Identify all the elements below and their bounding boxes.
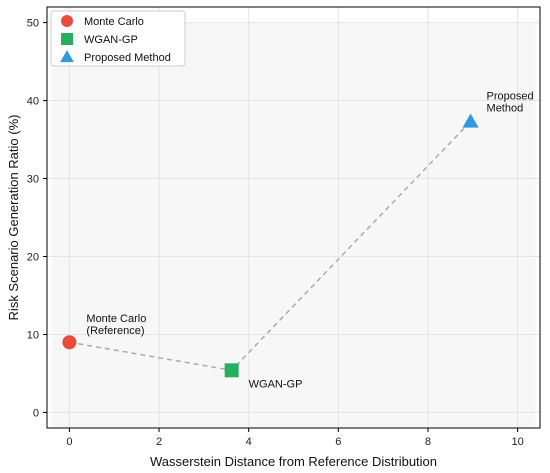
x-tick-label: 6 [335,436,341,448]
annotation-label: Method [487,103,524,115]
data-markers [62,113,479,378]
x-tick-label: 10 [511,436,523,448]
y-tick-label: 0 [33,407,39,419]
annotation-label: Monte Carlo [86,313,146,325]
annotation-label: WGAN-GP [249,378,303,390]
axis-ticks: 0 2 4 6 8 10 0 10 20 30 40 50 [27,18,524,448]
y-tick-label: 40 [27,96,39,108]
legend-marker-monte-carlo [61,15,73,27]
plot-background [51,22,536,429]
y-tick-label: 50 [27,18,39,30]
legend-marker-proposed-method [60,50,74,63]
legend: Monte Carlo WGAN-GP Proposed Method [50,10,186,67]
legend-marker-wgan-gp [61,33,73,45]
y-axis-label: Risk Scenario Generation Ratio (%) [6,115,21,321]
marker-wgan-gp [224,363,239,378]
legend-label: Monte Carlo [84,16,144,28]
y-tick-label: 20 [27,251,39,263]
annotation-label: (Reference) [86,325,144,337]
x-tick-label: 4 [246,436,252,448]
marker-proposed-method [462,113,479,128]
plot-frame [46,6,541,429]
x-axis-label: Wasserstein Distance from Reference Dist… [150,454,437,469]
y-tick-label: 10 [27,329,39,341]
annotation-label: Proposed [487,91,534,103]
y-tick-label: 30 [27,174,39,186]
legend-box [50,10,186,67]
annotations: Monte Carlo(Reference) WGAN-GP ProposedMet… [86,91,533,391]
legend-label: Proposed Method [84,52,171,64]
x-tick-label: 0 [66,436,72,448]
marker-monte-carlo [62,335,77,350]
legend-label: WGAN-GP [84,34,138,46]
x-tick-label: 2 [156,436,162,448]
x-tick-label: 8 [425,436,431,448]
